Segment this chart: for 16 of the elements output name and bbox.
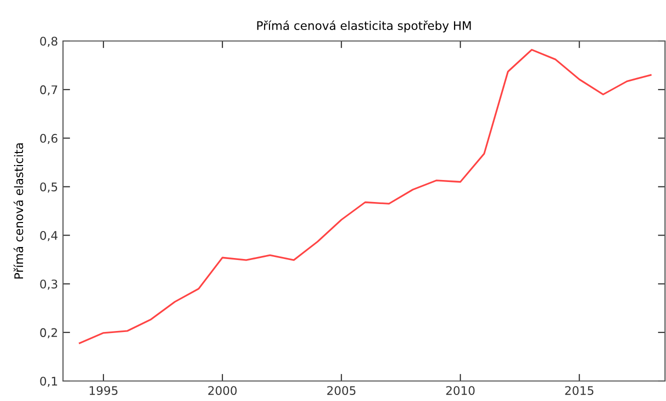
y-tick-label: 0,1 [40,376,58,387]
y-tick-label: 0,6 [40,134,58,144]
x-tick-label: 1995 [90,386,118,395]
y-axis-title: Přímá cenová elasticita [14,143,24,279]
x-tick-label: 2000 [208,386,237,395]
y-tick-label: 0,3 [40,280,58,290]
x-tick-label: 2005 [327,386,356,395]
y-tick-label: 0,5 [40,182,58,193]
chart-title: Přímá cenová elasticita spotřeby HM [257,20,471,32]
y-tick-label: 0,7 [40,85,58,96]
y-tick-label: 0,2 [40,328,57,338]
x-tick-label: 2010 [446,386,475,395]
y-tick-label: 0,4 [40,231,58,242]
line-series [78,48,652,344]
x-tick-label: 2015 [565,386,594,395]
y-tick-label: 0,8 [40,36,58,47]
